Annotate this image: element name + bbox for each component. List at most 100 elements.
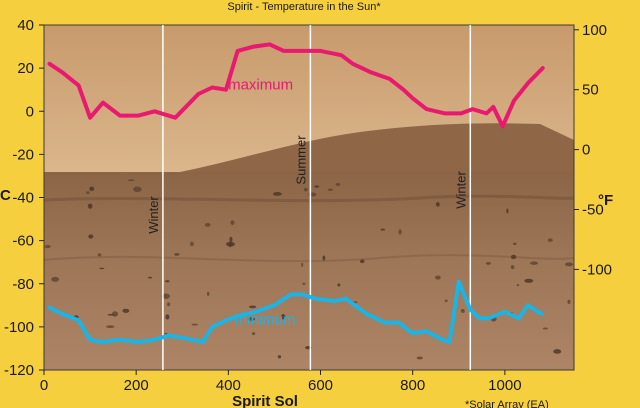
rock bbox=[204, 222, 211, 227]
rock bbox=[335, 182, 341, 186]
rock bbox=[510, 254, 517, 260]
rock bbox=[524, 278, 534, 283]
rock bbox=[308, 192, 317, 197]
rock bbox=[547, 238, 553, 242]
rock bbox=[190, 241, 194, 247]
series-line-minimum bbox=[47, 279, 544, 344]
rock bbox=[247, 317, 256, 321]
rock bbox=[510, 265, 515, 270]
season-label: Summer bbox=[293, 135, 308, 185]
rock bbox=[161, 293, 170, 299]
mars-panorama-backdrop bbox=[44, 25, 574, 370]
y-left-tick-label: -100 bbox=[4, 319, 34, 336]
y-left-tick-label: -20 bbox=[12, 146, 34, 163]
rock bbox=[322, 255, 326, 261]
series-line-maximum bbox=[47, 42, 545, 129]
rock bbox=[128, 179, 135, 182]
rock bbox=[106, 325, 115, 329]
y-right-tick-label: -100 bbox=[582, 261, 612, 278]
rock bbox=[314, 185, 320, 188]
x-tick-label: 800 bbox=[400, 377, 425, 394]
rock bbox=[51, 276, 60, 282]
y-left-tick-label: 40 bbox=[17, 17, 34, 34]
rock bbox=[147, 276, 153, 279]
rock bbox=[251, 332, 256, 336]
rock bbox=[122, 308, 130, 313]
rock bbox=[191, 323, 199, 326]
rock bbox=[516, 284, 520, 287]
y-axis-right-ticks: 100 50 0 -50 -100 bbox=[574, 22, 612, 278]
rock bbox=[44, 244, 51, 249]
rock bbox=[302, 282, 306, 286]
rock bbox=[111, 311, 119, 317]
series-label-minimum: minimum bbox=[235, 312, 296, 329]
rock bbox=[229, 236, 233, 243]
rock bbox=[99, 267, 105, 270]
rock bbox=[303, 187, 308, 192]
rock bbox=[444, 299, 448, 303]
y-left-tick-label: -120 bbox=[4, 362, 34, 379]
rock bbox=[165, 314, 170, 320]
rock bbox=[327, 188, 334, 191]
y-left-tick-label: -80 bbox=[12, 276, 34, 293]
rock bbox=[380, 228, 386, 231]
rock bbox=[86, 191, 90, 195]
series-label-maximum: maximum bbox=[228, 77, 293, 94]
y-right-tick-label: -50 bbox=[582, 201, 604, 218]
rock bbox=[226, 241, 235, 247]
x-tick-label: 400 bbox=[216, 377, 241, 394]
season-label: Winter bbox=[146, 196, 161, 234]
x-tick-label: 1000 bbox=[488, 377, 521, 394]
rock bbox=[435, 275, 441, 280]
y-right-tick-label: 50 bbox=[582, 82, 599, 99]
season-label: Winter bbox=[453, 171, 468, 209]
rock bbox=[230, 220, 235, 225]
y-left-tick-label: 0 bbox=[26, 103, 34, 120]
rock bbox=[564, 262, 574, 267]
y-left-tick-label: -60 bbox=[12, 233, 34, 250]
rock bbox=[398, 229, 402, 235]
rock bbox=[167, 302, 171, 307]
y-axis-left-ticks: 40 20 0 -20 -40 -60 -80 -100 -120 bbox=[4, 17, 44, 379]
y-left-tick-label: -40 bbox=[12, 190, 34, 207]
rock bbox=[281, 314, 286, 320]
x-tick-label: 0 bbox=[40, 377, 48, 394]
rock bbox=[359, 259, 365, 264]
rock bbox=[165, 280, 170, 283]
rock bbox=[416, 356, 423, 360]
season-markers: Winter Summer Winter bbox=[146, 25, 472, 370]
rock bbox=[89, 186, 95, 191]
rock bbox=[460, 308, 465, 313]
rock bbox=[435, 202, 440, 207]
y-right-tick-label: 100 bbox=[582, 22, 607, 39]
rock bbox=[174, 252, 180, 256]
y-left-tick-label: 20 bbox=[17, 60, 34, 77]
rock bbox=[337, 283, 341, 287]
y-right-tick-label: 0 bbox=[582, 142, 590, 159]
y-axis-right-label: °F bbox=[598, 192, 613, 209]
x-axis-label: Spirit Sol bbox=[232, 393, 298, 408]
rock bbox=[249, 305, 257, 309]
rock bbox=[87, 203, 93, 209]
rock bbox=[206, 291, 210, 296]
rock bbox=[553, 349, 562, 354]
rock bbox=[301, 262, 304, 267]
x-axis-ticks: 0 200 400 600 800 1000 bbox=[40, 370, 522, 394]
rock bbox=[277, 355, 282, 359]
chart-title: Spirit - Temperature in the Sun* bbox=[227, 1, 381, 13]
rock bbox=[529, 261, 539, 265]
rock bbox=[542, 327, 548, 330]
rock bbox=[97, 253, 102, 257]
y-axis-left-label: °C bbox=[0, 187, 11, 204]
rock bbox=[133, 186, 142, 193]
rock bbox=[506, 208, 509, 214]
x-tick-label: 600 bbox=[308, 377, 333, 394]
rock bbox=[88, 234, 94, 239]
rock bbox=[485, 262, 491, 265]
footnote: *Solar Array (EA) bbox=[465, 399, 549, 408]
rock bbox=[272, 192, 282, 196]
rock bbox=[567, 299, 571, 305]
rock bbox=[512, 242, 517, 246]
x-tick-label: 200 bbox=[124, 377, 149, 394]
